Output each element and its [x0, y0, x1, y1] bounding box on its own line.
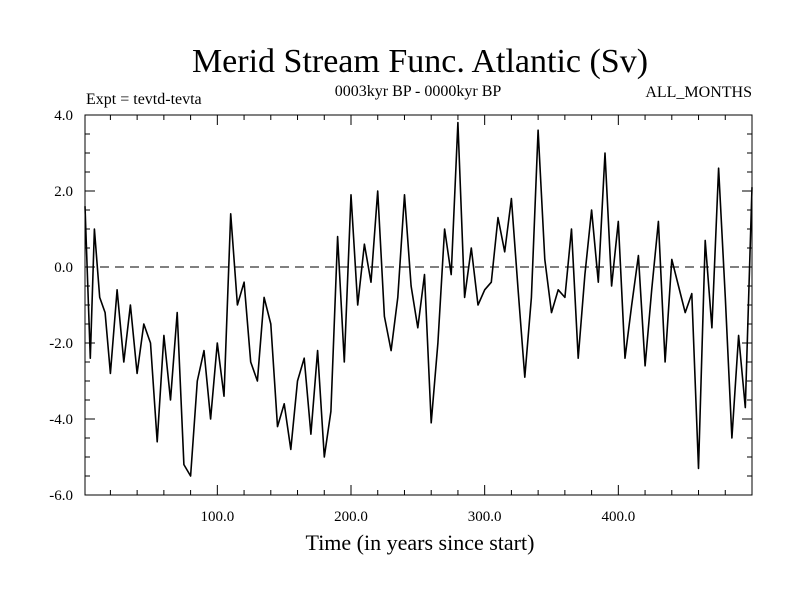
- y-tick-label: -6.0: [49, 488, 73, 504]
- chart-title: Merid Stream Func. Atlantic (Sv): [192, 43, 648, 80]
- x-axis-label: Time (in years since start): [306, 530, 535, 555]
- data-series-line: [84, 121, 753, 477]
- x-tick-label: 200.0: [334, 509, 368, 525]
- time-range-label: 0003kyr BP - 0000kyr BP: [335, 83, 502, 100]
- x-axis: 100.0 200.0 300.0 400.0: [109, 115, 726, 525]
- months-label: ALL_MONTHS: [645, 84, 752, 101]
- y-tick-label: -4.0: [49, 412, 73, 428]
- plot-frame: [84, 114, 753, 496]
- x-tick-label: 100.0: [200, 509, 234, 525]
- y-tick-label: 2.0: [54, 184, 73, 200]
- y-tick-label: -2.0: [49, 336, 73, 352]
- y-tick-label: 0.0: [54, 260, 73, 276]
- y-axis: -6.0 -4.0 -2.0 0.0 2.0 4.0: [49, 108, 752, 504]
- x-tick-label: 300.0: [468, 509, 502, 525]
- experiment-label: Expt = tevtd-tevta: [86, 91, 202, 108]
- y-tick-label: 4.0: [54, 108, 73, 124]
- x-tick-label: 400.0: [601, 509, 635, 525]
